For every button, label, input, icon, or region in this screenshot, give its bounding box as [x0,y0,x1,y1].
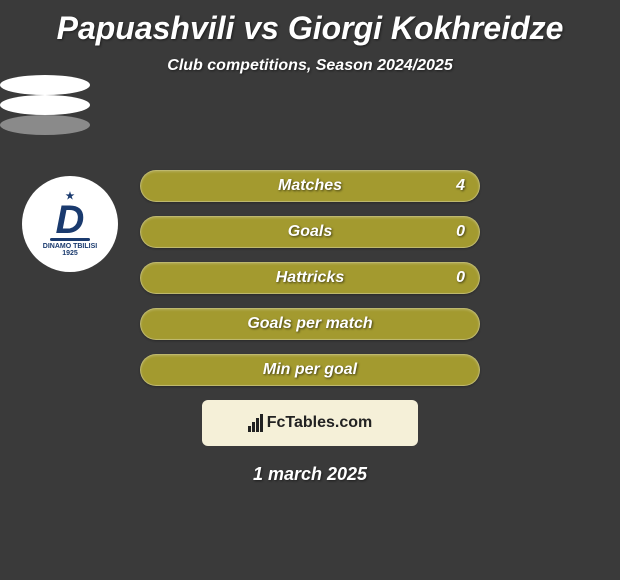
date-label: 1 march 2025 [0,464,620,485]
stat-label: Matches [278,177,342,195]
stat-value: 4 [456,177,465,195]
stat-value: 0 [456,269,465,287]
stat-label: Min per goal [263,361,357,379]
player1-oval-marker [0,75,90,95]
fctables-brand-box[interactable]: FcTables.com [202,400,418,446]
stat-row: Min per goal [140,354,480,386]
stat-row: Goals per match [140,308,480,340]
stats-area: Matches 4 Goals 0 Hattricks 0 Goals per match M… [0,170,620,386]
stat-label: Goals per match [247,315,372,333]
page-container: Papuashvili vs Giorgi Kokhreidze Club co… [0,0,620,580]
player2-oval-marker-secondary [0,115,90,135]
player2-oval-marker [0,95,90,115]
page-subtitle: Club competitions, Season 2024/2025 [0,57,620,75]
fctables-brand-label: FcTables.com [267,414,373,432]
stat-label: Hattricks [276,269,344,287]
bar-chart-icon [248,414,263,432]
page-title: Papuashvili vs Giorgi Kokhreidze [0,0,620,47]
stat-row: Matches 4 [140,170,480,202]
stat-row: Hattricks 0 [140,262,480,294]
stat-row: Goals 0 [140,216,480,248]
stat-label: Goals [288,223,332,241]
stat-value: 0 [456,223,465,241]
